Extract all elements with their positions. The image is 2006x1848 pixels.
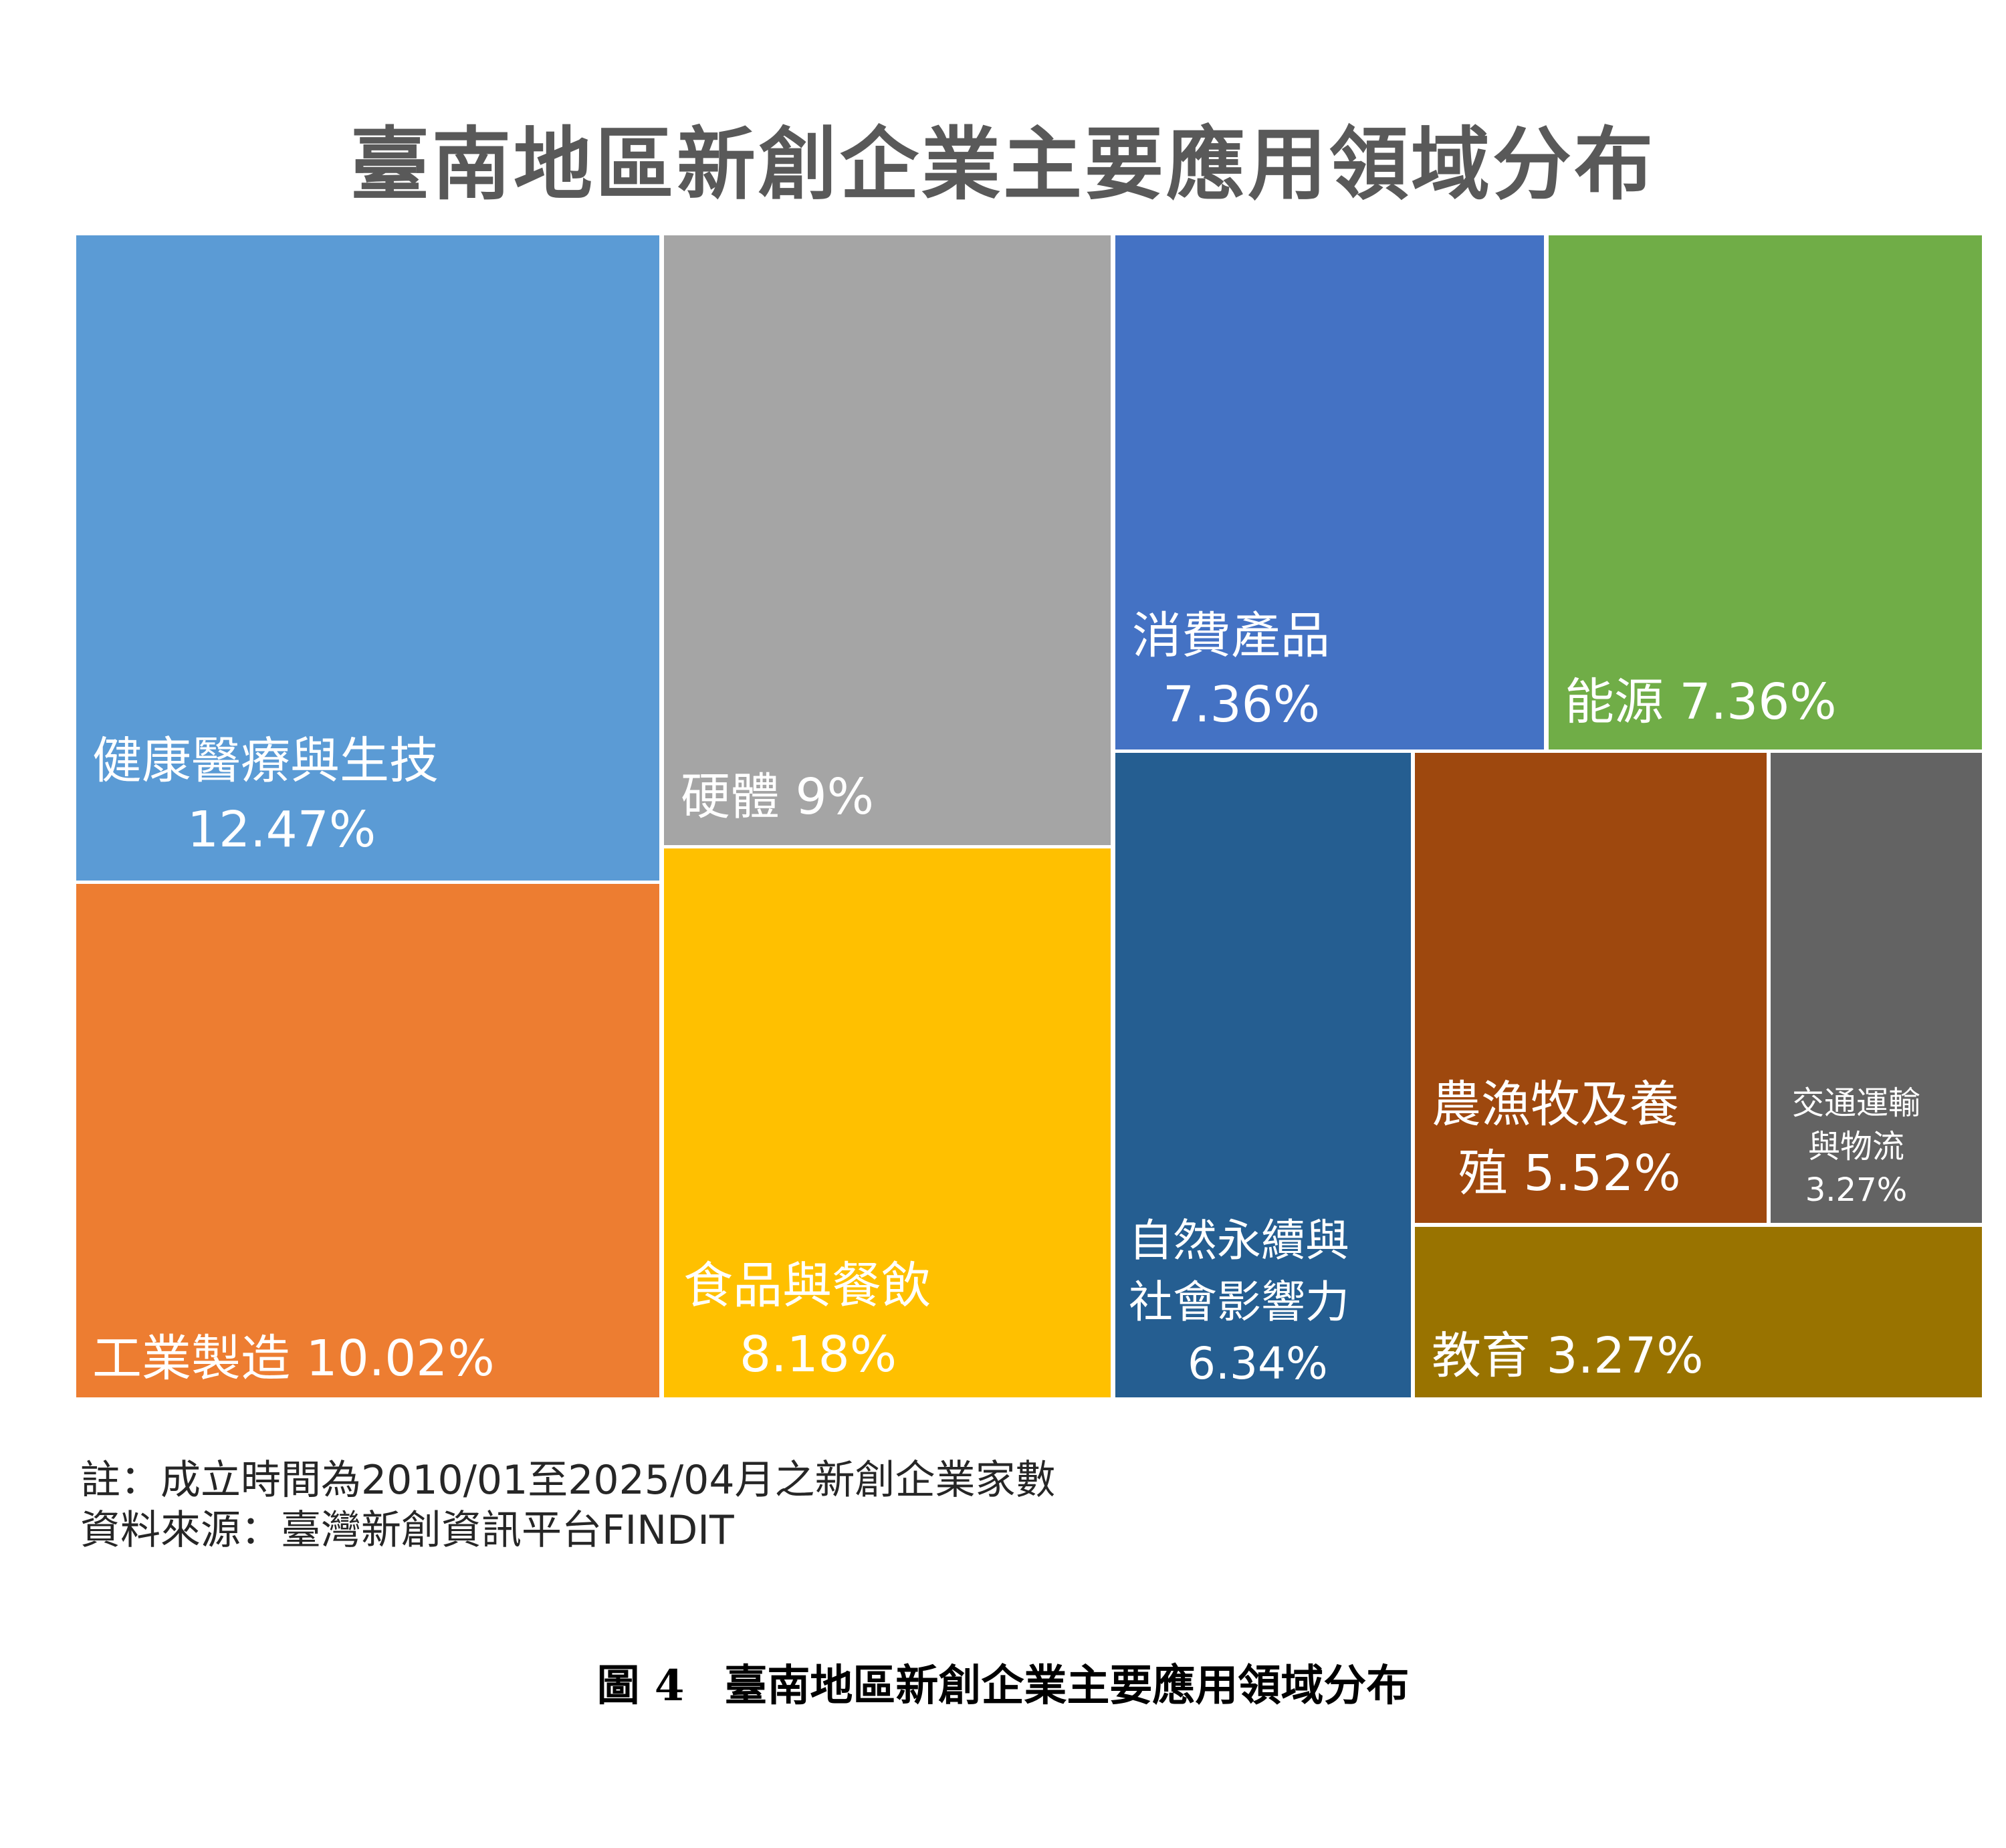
- treemap-tile-rect: [1415, 753, 1767, 1223]
- treemap-tile: 食品與餐飲 8.18%: [664, 848, 1111, 1397]
- treemap-tile-label: 7.36%: [1163, 676, 1320, 733]
- treemap-tile-label: 社會影響力: [1129, 1276, 1349, 1328]
- treemap-tile-label: 3.27%: [1805, 1171, 1907, 1209]
- figure-number: 圖 4: [596, 1661, 685, 1711]
- treemap-tile-label: 健康醫療與生技: [92, 732, 439, 790]
- treemap-tile-rect: [76, 884, 659, 1397]
- treemap-tile: 消費產品 7.36%: [1115, 235, 1544, 749]
- treemap-tile-label: 工業製造 10.02%: [92, 1330, 495, 1387]
- treemap-tile-rect: [76, 235, 659, 881]
- treemap-tile-label: 能源 7.36%: [1565, 673, 1837, 731]
- treemap-tile-rect: [1771, 753, 1982, 1223]
- treemap-tile-label: 教育 3.27%: [1432, 1327, 1704, 1385]
- treemap-tile-label: 殖 5.52%: [1458, 1145, 1681, 1202]
- treemap-tile: 教育 3.27%: [1415, 1227, 1982, 1397]
- treemap-tile-rect: [664, 235, 1111, 845]
- treemap-tile-label: 硬體 9%: [681, 768, 874, 826]
- figure-caption: 圖 4 臺南地區新創企業主要應用領域分布: [0, 1651, 2006, 1713]
- treemap-tile-rect: [1115, 753, 1411, 1397]
- treemap-tile-label: 自然永續與: [1129, 1215, 1349, 1266]
- treemap-tile-label: 消費產品: [1132, 607, 1330, 665]
- treemap-tile-rect: [664, 848, 1111, 1397]
- chart-source: 資料來源：臺灣新創資訊平台FINDIT: [80, 1507, 734, 1554]
- treemap-tile-label: 交通運輸: [1792, 1084, 1920, 1122]
- treemap-tile-label: 與物流: [1808, 1128, 1904, 1165]
- figure-caption-text: 臺南地區新創企業主要應用領域分布: [724, 1661, 1410, 1711]
- chart-note: 註：成立時間為2010/01至2025/04月之新創企業家數: [80, 1457, 1056, 1504]
- chart-title: 臺南地區新創企業主要應用領域分布: [350, 118, 1656, 211]
- treemap-tile-label: 12.47%: [187, 801, 376, 858]
- treemap-tile-rect: [1415, 1227, 1982, 1397]
- treemap-tile: 能源 7.36%: [1549, 235, 1982, 749]
- treemap-tile-label: 農漁牧及養: [1432, 1076, 1679, 1133]
- treemap-tile: 工業製造 10.02%: [76, 884, 659, 1397]
- treemap-tile: 健康醫療與生技 12.47%: [76, 235, 659, 881]
- treemap-tile: 硬體 9%: [664, 235, 1111, 845]
- treemap-tile-label: 食品與餐飲: [683, 1257, 931, 1314]
- treemap-tile-rect: [1549, 235, 1982, 749]
- treemap-tile-rect: [1115, 235, 1544, 749]
- treemap-tile-label: 6.34%: [1188, 1338, 1328, 1389]
- treemap-tile-label: 8.18%: [740, 1326, 897, 1383]
